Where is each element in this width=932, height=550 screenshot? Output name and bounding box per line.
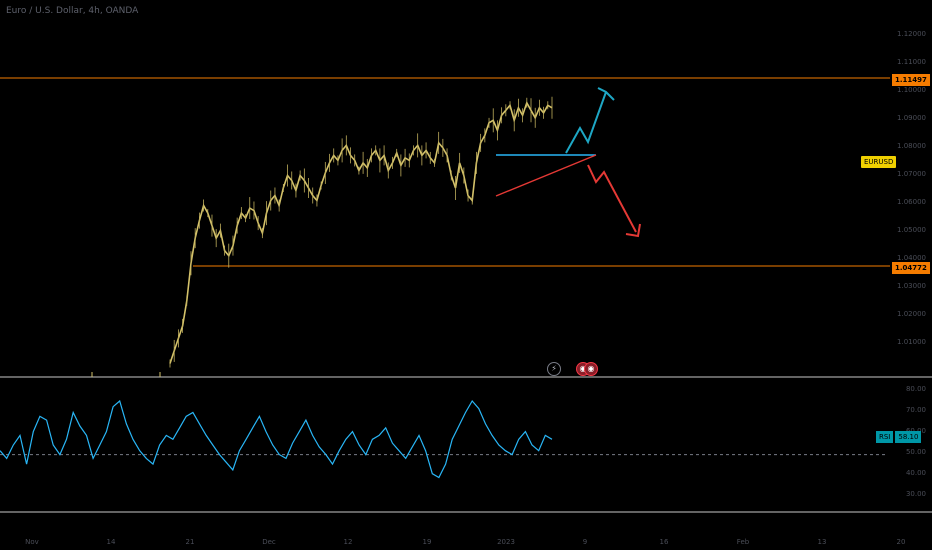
chart-title: Euro / U.S. Dollar, 4h, OANDA (6, 6, 139, 16)
time-tick-label: 2023 (497, 538, 515, 546)
rsi-tick-label: 30.00 (906, 490, 926, 498)
time-tick-label: 13 (818, 538, 827, 546)
time-tick-label: Feb (737, 538, 750, 546)
triangle-bottom-line (495, 154, 597, 197)
price-tick-label: 1.03000 (897, 282, 926, 290)
price-tick-label: 1.06000 (897, 198, 926, 206)
price-tick-label: 1.09000 (897, 114, 926, 122)
rsi-line (0, 399, 553, 479)
price-tick-label: 1.11000 (897, 58, 926, 66)
time-tick-label: Dec (262, 538, 276, 546)
price-tick-label: 1.10000 (897, 86, 926, 94)
time-tick-label: Nov (25, 538, 39, 546)
time-tick-label: 14 (107, 538, 116, 546)
rsi-value: 58.10 (895, 431, 922, 443)
flash-event-icon[interactable]: ⚡ (547, 362, 561, 376)
price-tick-label: 1.12000 (897, 30, 926, 38)
price-tick-label: 1.04000 (897, 254, 926, 262)
price-line (169, 100, 553, 364)
bullish-arrowhead (597, 87, 615, 101)
time-tick-label: 16 (660, 538, 669, 546)
rsi-tick-label: 50.00 (906, 448, 926, 456)
time-tick-label: 12 (344, 538, 353, 546)
symbol-badge: EURUSD (861, 156, 897, 168)
rsi-badge: RSI 58.10 (876, 431, 922, 443)
price-tick-label: 1.08000 (897, 142, 926, 150)
rsi-tick-label: 40.00 (906, 469, 926, 477)
time-tick-label: 21 (186, 538, 195, 546)
rsi-tick-label: 70.00 (906, 406, 926, 414)
time-tick-label: 19 (423, 538, 432, 546)
bullish-arrow (565, 91, 607, 154)
time-tick-label: 20 (897, 538, 906, 546)
bearish-arrowhead (625, 223, 641, 238)
rsi-name: RSI (876, 431, 894, 443)
price-tick-label: 1.02000 (897, 310, 926, 318)
time-tick-label: 9 (583, 538, 587, 546)
upper-level-label: 1.11497 (892, 74, 930, 86)
price-tick-label: 1.01000 (897, 338, 926, 346)
lower-level-label: 1.04772 (892, 262, 930, 274)
bearish-arrow (587, 164, 637, 233)
price-tick-label: 1.07000 (897, 170, 926, 178)
rsi-tick-label: 80.00 (906, 385, 926, 393)
economic-event-icon-2[interactable]: ◉ (584, 362, 598, 376)
price-tick-label: 1.05000 (897, 226, 926, 234)
